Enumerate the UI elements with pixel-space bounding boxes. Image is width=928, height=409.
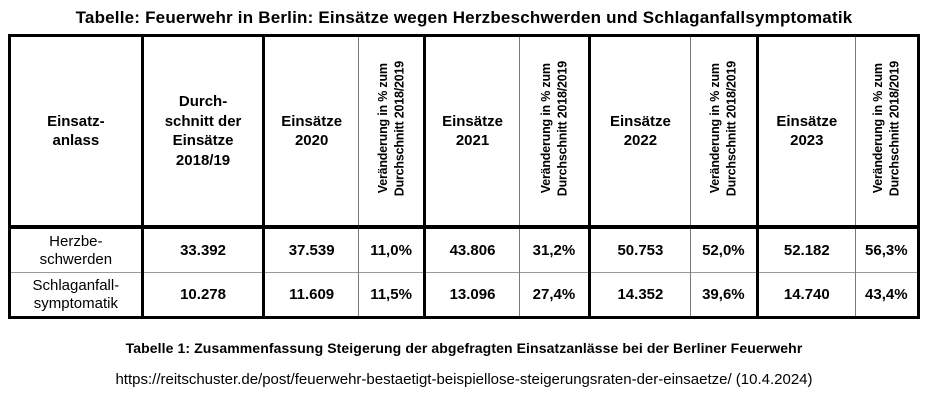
rotated-header-text: Veränderung in % zum Durchschnitt 2018/2… bbox=[871, 60, 902, 196]
rotated-header-text: Veränderung in % zum Durchschnitt 2018/2… bbox=[538, 60, 569, 196]
col-header-einsaetze-2020: Einsätze 2020 bbox=[262, 35, 359, 227]
table-cell: 11.609 bbox=[262, 272, 359, 318]
table-cell: 14.740 bbox=[756, 272, 856, 318]
col-header-durchschnitt-2018-19: Durch- schnitt der Einsätze 2018/19 bbox=[140, 35, 264, 227]
col-header-einsaetze-2023: Einsätze 2023 bbox=[756, 35, 856, 227]
col-header-veraenderung-2020: Veränderung in % zum Durchschnitt 2018/2… bbox=[357, 35, 425, 227]
table-cell: 37.539 bbox=[262, 227, 359, 273]
page-title: Tabelle: Feuerwehr in Berlin: Einsätze w… bbox=[75, 8, 853, 27]
table-cell: 52.182 bbox=[756, 227, 856, 273]
table-cell: 50.753 bbox=[588, 227, 691, 273]
col-header-einsaetze-2022: Einsätze 2022 bbox=[588, 35, 691, 227]
table-cell: 43,4% bbox=[854, 272, 919, 318]
table-cell: 13.096 bbox=[423, 272, 520, 318]
table-cell: 43.806 bbox=[423, 227, 520, 273]
table-cell: 14.352 bbox=[588, 272, 691, 318]
table-cell: 52,0% bbox=[689, 227, 758, 273]
col-header-einsaetze-2021: Einsätze 2021 bbox=[423, 35, 520, 227]
source-url: https://reitschuster.de/post/feuerwehr-b… bbox=[115, 371, 813, 388]
col-header-veraenderung-2021: Veränderung in % zum Durchschnitt 2018/2… bbox=[518, 35, 590, 227]
header-row: Einsatz- anlass Durch- schnitt der Einsä… bbox=[9, 35, 919, 227]
table-cell: 27,4% bbox=[518, 272, 590, 318]
table-cell: 11,5% bbox=[357, 272, 425, 318]
einsaetze-table: Einsatz- anlass Durch- schnitt der Einsä… bbox=[8, 34, 920, 319]
table-cell: 31,2% bbox=[518, 227, 590, 273]
rotated-header-text: Veränderung in % zum Durchschnitt 2018/2… bbox=[375, 60, 407, 196]
rotated-header-text: Veränderung in % zum Durchschnitt 2018/2… bbox=[708, 60, 739, 196]
row-label: Schlaganfall- symptomatik bbox=[32, 277, 120, 312]
col-header-einsatzanlass: Einsatz- anlass bbox=[47, 112, 105, 150]
col-header-veraenderung-2023: Veränderung in % zum Durchschnitt 2018/2… bbox=[854, 35, 919, 227]
table-cell: 10.278 bbox=[140, 272, 264, 318]
table-cell: 39,6% bbox=[689, 272, 758, 318]
table-caption: Tabelle 1: Zusammenfassung Steigerung de… bbox=[125, 340, 803, 356]
table-cell: 56,3% bbox=[854, 227, 919, 273]
row-label: Herzbe- schwerden bbox=[39, 233, 113, 268]
table-cell: 33.392 bbox=[140, 227, 264, 273]
table-row-herzbeschwerden: Herzbe- schwerden 33.392 37.539 11,0% 43… bbox=[10, 227, 919, 273]
table-row-schlaganfallsymptomatik: Schlaganfall- symptomatik 10.278 11.609 … bbox=[9, 272, 919, 318]
col-header-veraenderung-2022: Veränderung in % zum Durchschnitt 2018/2… bbox=[689, 35, 758, 227]
table-cell: 11,0% bbox=[357, 227, 425, 273]
